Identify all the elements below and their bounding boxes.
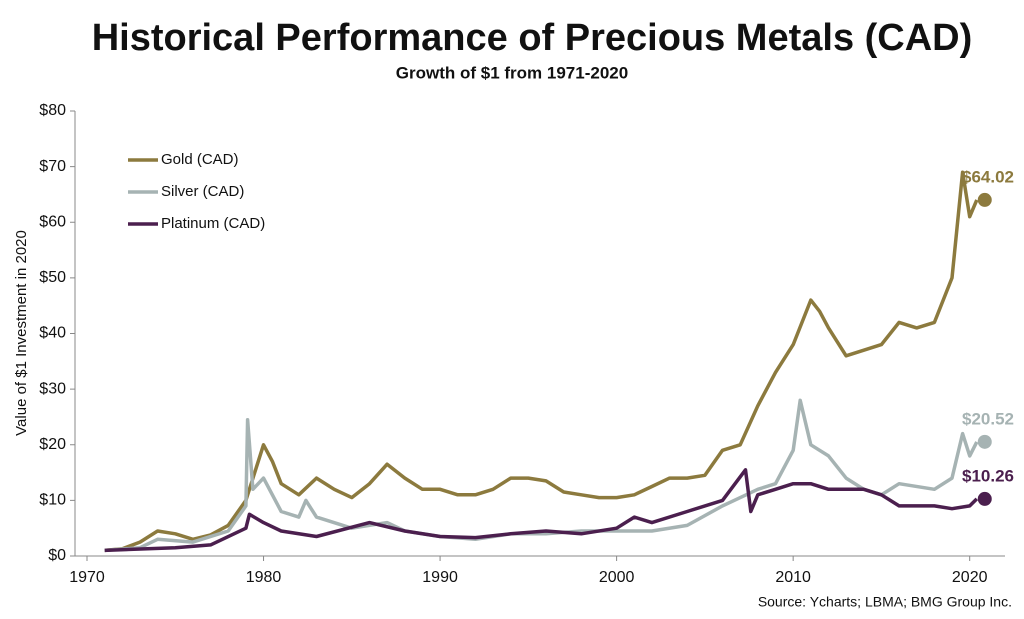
y-tick-label: $0 bbox=[48, 547, 66, 564]
x-tick-label: 1980 bbox=[246, 569, 282, 586]
end-value-label: $20.52 bbox=[962, 409, 1014, 428]
x-tick-label: 2020 bbox=[952, 569, 988, 586]
y-tick-label: $50 bbox=[39, 269, 66, 286]
x-tick-label: 1990 bbox=[422, 569, 458, 586]
end-value-label: $64.02 bbox=[962, 167, 1014, 186]
x-tick-label: 1970 bbox=[69, 569, 105, 586]
y-axis-label: Value of $1 Investment in 2020 bbox=[13, 230, 30, 436]
legend-label: Platinum (CAD) bbox=[161, 215, 265, 232]
legend-label: Silver (CAD) bbox=[161, 183, 244, 200]
y-tick-label: $80 bbox=[39, 102, 66, 119]
chart-subtitle: Growth of $1 from 1971-2020 bbox=[396, 63, 628, 82]
y-tick-label: $30 bbox=[39, 380, 66, 397]
end-marker bbox=[977, 434, 992, 449]
series-line bbox=[104, 398, 979, 553]
series-line bbox=[104, 170, 979, 553]
end-marker bbox=[977, 192, 992, 207]
series-line bbox=[104, 468, 979, 553]
y-tick-label: $40 bbox=[39, 325, 66, 342]
y-tick-label: $20 bbox=[39, 436, 66, 453]
y-tick-label: $60 bbox=[39, 213, 66, 230]
chart-title: Historical Performance of Precious Metal… bbox=[92, 17, 973, 59]
x-tick-label: 2010 bbox=[775, 569, 811, 586]
legend-label: Gold (CAD) bbox=[161, 151, 239, 168]
y-tick-label: $70 bbox=[39, 158, 66, 175]
end-marker bbox=[977, 491, 992, 506]
source-note: Source: Ycharts; LBMA; BMG Group Inc. bbox=[758, 594, 1012, 610]
y-tick-label: $10 bbox=[39, 492, 66, 509]
end-value-label: $10.26 bbox=[962, 466, 1014, 485]
x-tick-label: 2000 bbox=[599, 569, 635, 586]
